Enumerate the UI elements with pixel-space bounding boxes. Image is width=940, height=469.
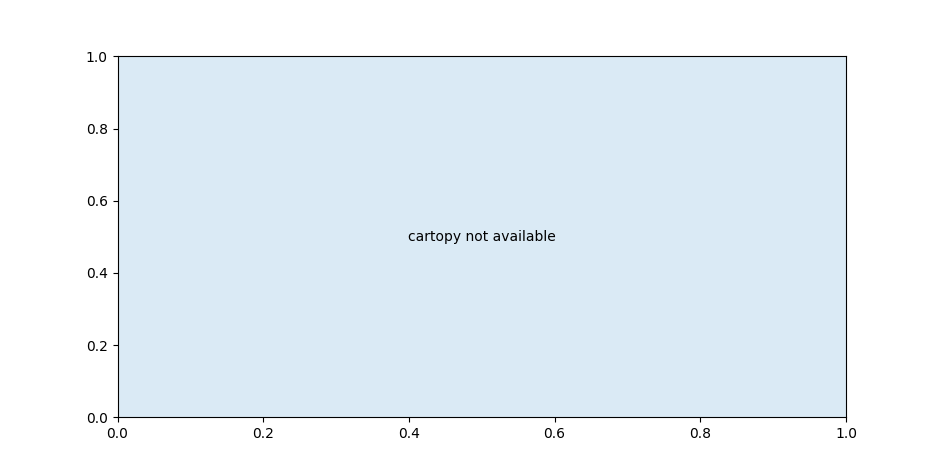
- Text: cartopy not available: cartopy not available: [408, 230, 556, 244]
